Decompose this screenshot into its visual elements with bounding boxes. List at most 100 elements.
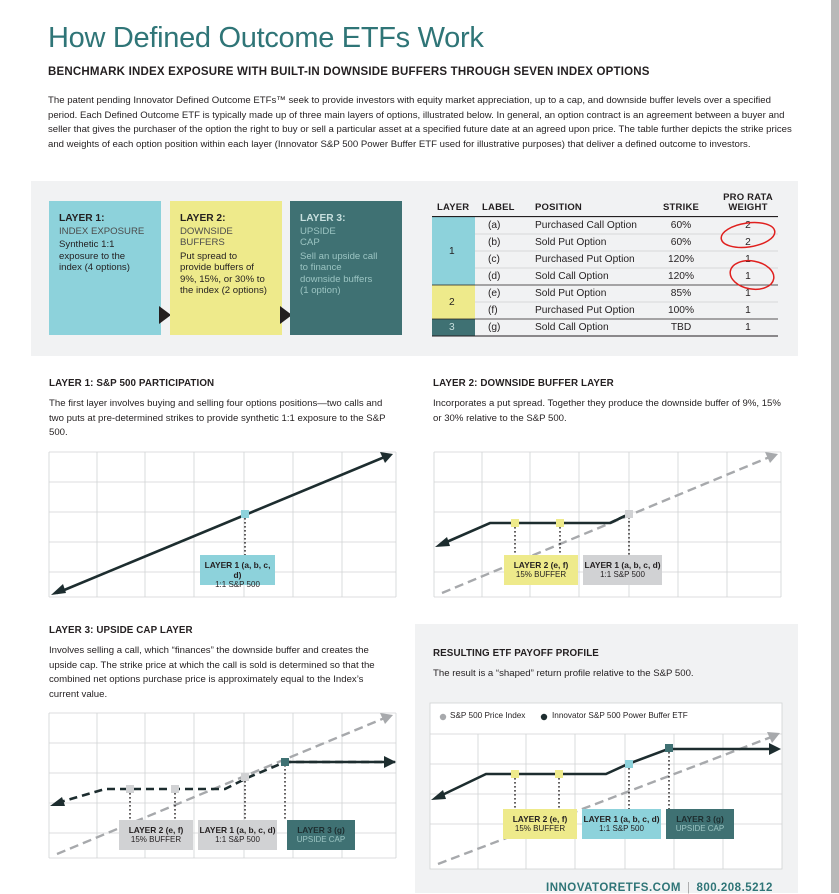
layer2-section-title: LAYER 2: DOWNSIDE BUFFER LAYER [433,378,614,389]
label-sub: 1:1 S&P 500 [599,824,644,833]
layer2-section-text: Incorporates a put spread. Together they… [433,398,781,424]
page-subtitle: BENCHMARK INDEX EXPOSURE WITH BUILT-IN D… [48,66,650,78]
result-section-text: The result is a “shaped” return profile … [433,668,694,679]
table-cell-weight: 1 [745,271,751,282]
label-sub: 15% BUFFER [515,570,567,579]
label-title: LAYER 1 (a, b, c, d) [199,825,276,835]
table-cell-strike: 60% [670,220,692,231]
chart2-layer2-label: LAYER 2 (e, f) 15% BUFFER [504,555,578,585]
chart2-layer1-label: LAYER 1 (a, b, c, d) 1:1 S&P 500 [583,555,662,585]
result-layer1-label: LAYER 1 (a, b, c, d) 1:1 S&P 500 [582,809,661,839]
legend-dot-sp500 [439,713,447,721]
table-cell-weight: 1 [745,254,751,265]
layer1-box: LAYER 1: INDEX EXPOSURE Synthetic 1:1 ex… [49,201,161,335]
table-cell-strike: 100% [667,305,695,316]
table-cell-label: (f) [488,305,498,316]
chart3-layer1-label: LAYER 1 (a, b, c, d) 1:1 S&P 500 [198,820,277,850]
table-cell-weight: 2 [745,237,751,248]
label-sub: UPSIDE CAP [675,824,725,833]
layer1-section-text: The first layer involves buying and sell… [49,398,386,439]
table-cell-weight: 2 [745,220,751,231]
table-cell-position: Sold Put Option [535,237,607,248]
result-layer3-label: LAYER 3 (g) UPSIDE CAP [666,809,734,839]
footer: INNOVATORETFS.COM | 800.208.5212 [546,882,773,894]
table-cell-label: (g) [488,322,501,333]
table-cell-strike: TBD [670,322,692,333]
intro-paragraph: The patent pending Innovator Defined Out… [48,95,792,150]
arrow-right-icon [384,756,396,768]
chart1-layer1-label: LAYER 1 (a, b, c, d) 1:1 S&P 500 [200,555,275,589]
table-cell-position: Sold Call Option [535,322,609,333]
arrow-right-icon [159,306,171,324]
strike-marker [241,510,249,518]
table-cell-weight: 1 [745,288,751,299]
table-cell-strike: 120% [667,271,695,282]
result-layer2-label: LAYER 2 (e, f) 15% BUFFER [503,809,577,839]
label-sub: 15% BUFFER [514,824,566,833]
table-cell-position: Purchased Put Option [535,254,635,265]
table-layer-number: 3 [449,322,455,333]
footer-phone: 800.208.5212 [696,882,773,894]
arrow-left-icon [435,537,450,547]
table-cell-position: Purchased Call Option [535,220,637,231]
group-layer3-cell [432,319,475,336]
table-layer-number: 2 [449,296,455,308]
footer-website-link[interactable]: INNOVATORETFS.COM [546,882,681,894]
layer1-desc: Synthetic 1:1 exposure to the index (4 o… [59,239,130,273]
arrow-right-icon [769,743,781,755]
legend-dot-etf [540,713,548,721]
label-sub: 1:1 S&P 500 [600,570,645,579]
layer3-title: LAYER 3: [300,213,346,224]
arrow-left-icon [431,790,446,800]
table-header-position: POSITION [535,202,582,213]
label-title: LAYER 3 (g) [297,825,345,835]
table-header-label: LABEL [482,202,515,213]
label-title: LAYER 1 (a, b, c, d) [204,560,271,580]
table-header-strike: STRIKE [663,202,700,213]
table-cell-label: (a) [488,220,501,231]
label-sub: 1:1 S&P 500 [215,835,260,844]
options-table-grid [432,216,778,337]
layer2-payoff-chart [433,451,782,598]
layer1-title: LAYER 1: [59,213,105,224]
table-cell-position: Purchased Put Option [535,305,635,316]
red-annotation-marks [720,221,776,291]
label-sub: 1:1 S&P 500 [215,580,260,589]
table-cell-label: (d) [488,271,501,282]
arrow-right-icon [280,306,292,324]
label-title: LAYER 2 (e, f) [128,825,184,835]
layer3-box: LAYER 3: UPSIDE CAP Sell an upside call … [290,201,402,335]
legend-etf: Innovator S&P 500 Power Buffer ETF [552,711,688,720]
result-payoff-chart [429,702,783,870]
label-sub: UPSIDE CAP [296,835,346,844]
layer3-section-text: Involves selling a call, which “finances… [49,645,375,700]
layer3-section-title: LAYER 3: UPSIDE CAP LAYER [49,625,193,636]
table-cell-strike: 60% [670,237,692,248]
label-title: LAYER 2 (e, f) [513,560,569,570]
label-title: LAYER 3 (g) [676,814,724,824]
layer2-box: LAYER 2: DOWNSIDE BUFFERS Put spread to … [170,201,282,335]
table-cell-label: (b) [488,237,501,248]
group-layer2-cell [432,285,475,319]
label-title: LAYER 1 (a, b, c, d) [584,560,661,570]
table-header-layer: LAYER [437,202,470,213]
group-layer1-cell [432,217,475,285]
layer1-section-title: LAYER 1: S&P 500 PARTICIPATION [49,378,215,389]
layer2-title: LAYER 2: [180,213,226,224]
arrow-right-icon [380,452,393,463]
table-cell-strike: 120% [667,254,695,265]
layer3-desc: Sell an upside call to finance downside … [300,250,378,297]
table-cell-weight: 1 [745,322,751,333]
layer2-desc: Put spread to provide buffers of 9%, 15%… [180,250,267,297]
result-section-title: RESULTING ETF PAYOFF PROFILE [433,648,599,659]
arrow-right-icon [765,452,778,463]
table-cell-strike: 85% [670,288,692,299]
label-title: LAYER 1 (a, b, c, d) [583,814,660,824]
footer-separator: | [687,882,691,894]
table-layer-number: 1 [449,245,455,257]
chart3-layer2-label: LAYER 2 (e, f) 15% BUFFER [119,820,193,850]
layer1-subtitle: INDEX EXPOSURE [59,225,145,237]
label-sub: 15% BUFFER [130,835,182,844]
arrow-right-icon [767,732,780,743]
arrow-right-icon [380,713,393,724]
